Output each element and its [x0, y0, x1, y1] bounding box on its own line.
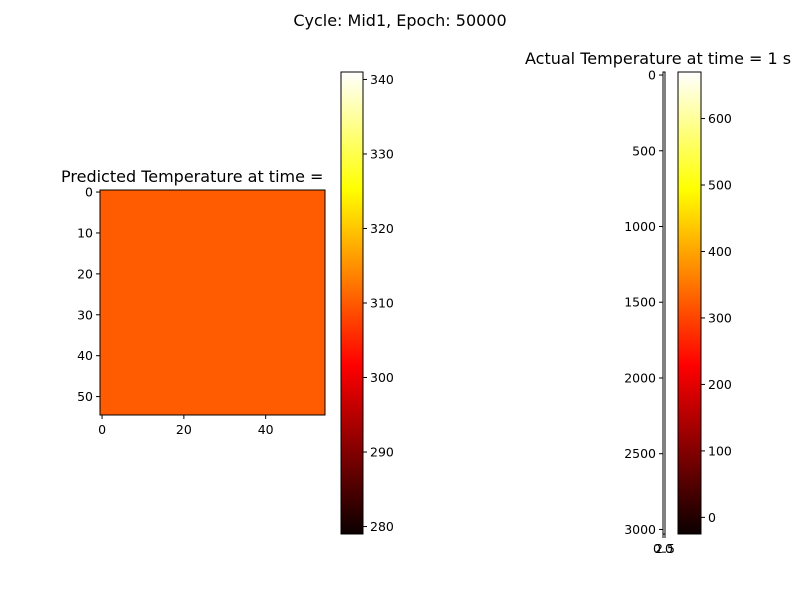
predicted-y-tick-label: 20 — [77, 266, 93, 281]
actual-y-tick-label: 3000 — [624, 522, 656, 537]
actual-axes-frame — [662, 71, 666, 535]
predicted-panel-title: Predicted Temperature at time = — [61, 167, 323, 186]
actual-colorbar-gradient — [678, 72, 701, 534]
predicted-y-tick-label: 40 — [77, 348, 93, 363]
actual-y-axis: 0 500 1000 1500 2000 2500 3000 — [624, 68, 663, 537]
predicted-colorbar-tick-label: 320 — [370, 221, 394, 236]
actual-x-tick-label: 2.5 — [655, 541, 675, 556]
predicted-x-axis: 0 20 40 — [98, 415, 274, 437]
predicted-y-tick-label: 30 — [77, 307, 93, 322]
predicted-y-tick-label: 0 — [85, 185, 93, 200]
actual-colorbar-tick-label: 600 — [708, 111, 732, 126]
predicted-axes-frame — [99, 189, 326, 416]
actual-y-tick-label: 500 — [632, 143, 656, 158]
actual-y-tick-label: 1500 — [624, 295, 656, 310]
actual-panel: Actual Temperature at time = 1 s 0.02.5 … — [525, 49, 791, 556]
actual-colorbar-tick-label: 400 — [708, 244, 732, 259]
predicted-colorbar-tick-label: 330 — [370, 146, 394, 161]
actual-x-tick-label: 0.0 — [653, 541, 673, 556]
predicted-panel: Predicted Temperature at time = 0 20 40 0 1… — [61, 167, 326, 437]
actual-panel-title: Actual Temperature at time = 1 s — [525, 49, 791, 68]
predicted-y-tick-label: 10 — [77, 225, 93, 240]
predicted-y-tick-label: 50 — [77, 389, 93, 404]
predicted-colorbar-tick-label: 280 — [370, 519, 394, 534]
predicted-colorbar-ticks: 280 290 300 310 320 330 340 — [363, 72, 394, 534]
actual-y-tick-label: 1000 — [624, 219, 656, 234]
predicted-x-tick-label: 40 — [258, 422, 274, 437]
actual-colorbar-tick-label: 300 — [708, 310, 732, 325]
predicted-colorbar: 280 290 300 310 320 330 340 — [340, 71, 394, 535]
predicted-colorbar-tick-label: 290 — [370, 445, 394, 460]
predicted-y-axis: 0 10 20 30 40 50 — [77, 185, 100, 404]
actual-colorbar-tick-label: 100 — [708, 443, 732, 458]
actual-y-tick-label: 2500 — [624, 446, 656, 461]
predicted-colorbar-tick-label: 310 — [370, 296, 394, 311]
figure-title: Cycle: Mid1, Epoch: 50000 — [293, 11, 506, 30]
predicted-colorbar-gradient — [341, 72, 363, 534]
actual-colorbar-tick-label: 500 — [708, 178, 732, 193]
predicted-heatmap-image — [100, 190, 325, 415]
actual-colorbar-tick-label: 200 — [708, 377, 732, 392]
predicted-colorbar-tick-label: 300 — [370, 370, 394, 385]
actual-colorbar: 0 100 200 300 400 500 600 — [677, 71, 732, 535]
predicted-colorbar-tick-label: 340 — [370, 72, 394, 87]
actual-colorbar-ticks: 0 100 200 300 400 500 600 — [701, 111, 732, 525]
predicted-x-tick-label: 20 — [176, 422, 192, 437]
predicted-x-tick-label: 0 — [98, 422, 106, 437]
actual-colorbar-frame — [677, 71, 702, 535]
actual-y-tick-label: 2000 — [624, 370, 656, 385]
actual-x-axis: 0.02.5 — [653, 534, 675, 556]
actual-y-tick-label: 0 — [648, 68, 656, 83]
actual-colorbar-tick-label: 0 — [708, 510, 716, 525]
